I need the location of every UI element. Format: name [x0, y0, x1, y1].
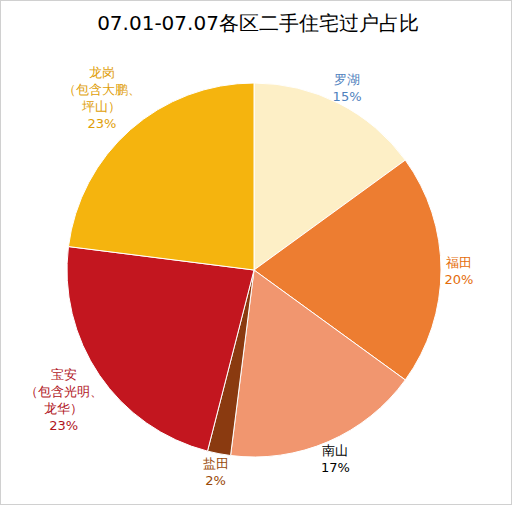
slice [67, 247, 254, 452]
frame [1, 1, 512, 505]
slice [68, 83, 254, 270]
slices [67, 83, 441, 457]
category-label: 南山 [322, 443, 348, 458]
category-label: 宝安（包含光明、龙华） [25, 367, 103, 416]
category-label: 福田 [446, 255, 472, 270]
title: 07.01-07.07各区二手住宅过户占比 [97, 11, 419, 35]
value-label: 20% [445, 272, 474, 287]
chart: 07.01-07.07各区二手住宅过户占比罗湖 15% 福田 20% 南山 17% 盐田 2%… [0, 0, 512, 505]
chart-container: 07.01-07.07各区二手住宅过户占比罗湖 15% 福田 20% 南山 17% 盐田 2%… [0, 0, 512, 505]
value-label: 23% [49, 418, 78, 433]
category-label: 龙岗（包含大鹏、坪山） [63, 65, 141, 114]
category-label: 盐田 [203, 456, 229, 471]
data-label: 龙岗（包含大鹏、坪山） 23% [63, 65, 141, 131]
value-label: 15% [333, 89, 362, 104]
category-label: 罗湖 [334, 72, 360, 87]
data-label: 盐田 2% [203, 456, 229, 488]
slice [231, 270, 406, 457]
value-label: 23% [87, 116, 116, 131]
data-label: 福田 20% [445, 255, 474, 287]
data-label: 宝安（包含光明、龙华） 23% [25, 367, 103, 433]
data-label: 南山 17% [321, 443, 350, 475]
data-label: 罗湖 15% [333, 72, 362, 104]
value-label: 17% [321, 460, 350, 475]
value-label: 2% [205, 473, 226, 488]
